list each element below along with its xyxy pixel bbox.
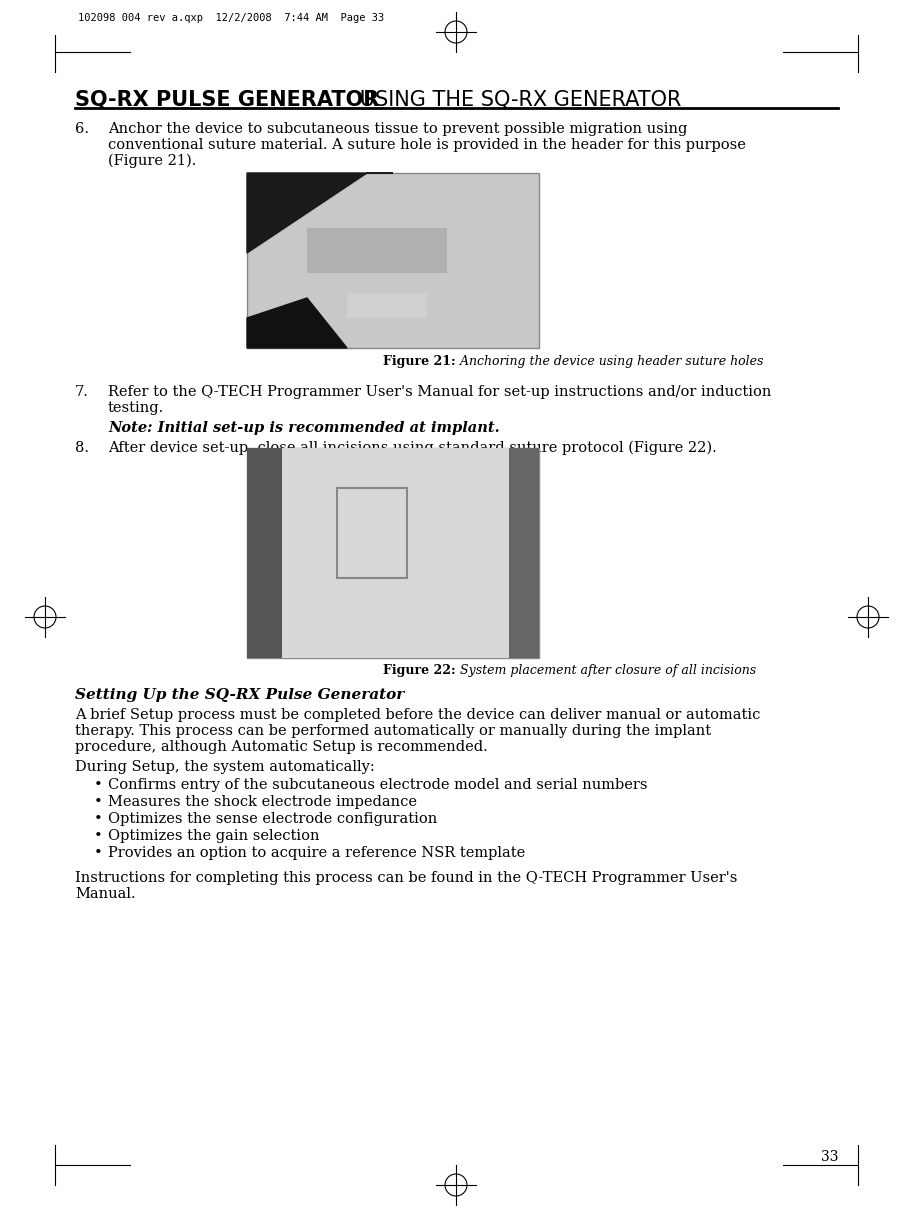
Text: Anchor the device to subcutaneous tissue to prevent possible migration using: Anchor the device to subcutaneous tissue… xyxy=(108,122,687,136)
Text: System placement after closure of all incisions: System placement after closure of all in… xyxy=(456,664,756,678)
Text: 102098 004 rev a.qxp  12/2/2008  7:44 AM  Page 33: 102098 004 rev a.qxp 12/2/2008 7:44 AM P… xyxy=(78,13,384,23)
Bar xyxy=(247,173,539,348)
Text: procedure, although Automatic Setup is recommended.: procedure, although Automatic Setup is r… xyxy=(75,741,488,754)
Text: Setting Up the SQ-RX Pulse Generator: Setting Up the SQ-RX Pulse Generator xyxy=(75,688,404,702)
Text: (Figure 21).: (Figure 21). xyxy=(108,154,196,168)
Text: •: • xyxy=(94,778,103,791)
Text: Figure 22:: Figure 22: xyxy=(383,664,456,678)
Text: •: • xyxy=(94,846,103,861)
Text: During Setup, the system automatically:: During Setup, the system automatically: xyxy=(75,760,374,774)
Text: 33: 33 xyxy=(821,1150,838,1164)
Text: USING THE SQ-RX GENERATOR: USING THE SQ-RX GENERATOR xyxy=(353,90,681,110)
Text: 8.: 8. xyxy=(75,441,89,454)
Text: Confirms entry of the subcutaneous electrode model and serial numbers: Confirms entry of the subcutaneous elect… xyxy=(108,778,647,791)
Text: conventional suture material. A suture hole is provided in the header for this p: conventional suture material. A suture h… xyxy=(108,138,746,152)
Text: Manual.: Manual. xyxy=(75,887,136,901)
Text: SQ-RX PULSE GENERATOR: SQ-RX PULSE GENERATOR xyxy=(75,90,379,110)
Text: Provides an option to acquire a reference NSR template: Provides an option to acquire a referenc… xyxy=(108,846,525,861)
Text: Note: Initial set-up is recommended at implant.: Note: Initial set-up is recommended at i… xyxy=(108,421,499,435)
Text: A brief Setup process must be completed before the device can deliver manual or : A brief Setup process must be completed … xyxy=(75,708,761,722)
Bar xyxy=(247,448,282,658)
Text: 6.: 6. xyxy=(75,122,89,136)
Polygon shape xyxy=(247,173,393,253)
Text: Measures the shock electrode impedance: Measures the shock electrode impedance xyxy=(108,795,417,808)
Text: 7.: 7. xyxy=(75,385,89,399)
Text: Anchoring the device using header suture holes: Anchoring the device using header suture… xyxy=(456,355,763,368)
Text: •: • xyxy=(94,795,103,808)
Bar xyxy=(247,448,539,658)
Bar xyxy=(509,448,539,658)
Text: Figure 21:: Figure 21: xyxy=(383,355,456,368)
Bar xyxy=(282,448,509,658)
Text: Instructions for completing this process can be found in the Q-TECH Programmer U: Instructions for completing this process… xyxy=(75,871,738,885)
Text: •: • xyxy=(94,829,103,844)
Text: •: • xyxy=(94,812,103,827)
Text: testing.: testing. xyxy=(108,401,164,415)
Bar xyxy=(347,293,427,318)
Bar xyxy=(307,228,447,273)
Text: Refer to the Q-TECH Programmer User's Manual for set-up instructions and/or indu: Refer to the Q-TECH Programmer User's Ma… xyxy=(108,385,771,399)
Text: therapy. This process can be performed automatically or manually during the impl: therapy. This process can be performed a… xyxy=(75,724,711,738)
Text: Optimizes the gain selection: Optimizes the gain selection xyxy=(108,829,320,844)
Text: After device set-up, close all incisions using standard suture protocol (Figure : After device set-up, close all incisions… xyxy=(108,441,717,456)
Bar xyxy=(337,488,407,578)
Text: Optimizes the sense electrode configuration: Optimizes the sense electrode configurat… xyxy=(108,812,437,827)
Polygon shape xyxy=(247,298,347,348)
